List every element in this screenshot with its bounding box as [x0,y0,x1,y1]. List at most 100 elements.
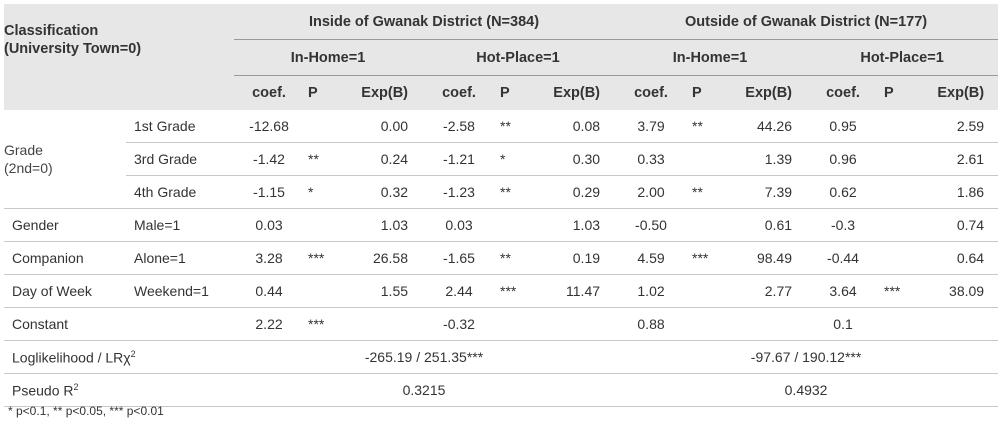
cell-p [496,307,539,341]
header-row-columns: coef. P Exp(B) coef. P Exp(B) coef. P Ex… [4,75,999,110]
cell-coef: 2.44 [422,274,497,308]
cell-p: ** [688,175,731,209]
cell-p [688,142,731,176]
cell-exp: 1.55 [346,274,423,308]
constant-label: Constant [4,307,235,341]
row-group-label: Gender [4,208,126,242]
cell-exp: 0.24 [346,142,423,176]
classification-header: Classification (University Town=0) [4,4,235,76]
cell-p: ** [496,241,539,275]
cell-p [688,307,731,341]
table-row: 3rd Grade -1.42 ** 0.24 -1.21 * 0.30 0.3… [4,142,999,176]
cell-coef: 0.03 [422,208,497,242]
cell-p: *** [496,274,539,308]
cell-coef: -1.65 [422,241,497,275]
header-blank [4,75,235,110]
significance-footnote: * p<0.1, ** p<0.05, *** p<0.01 [8,404,164,418]
col-p-header: P [688,75,731,110]
cell-exp: 1.03 [346,208,423,242]
cell-p: * [304,175,347,209]
cell-exp: 38.09 [922,274,999,308]
cell-exp: 1.39 [730,142,807,176]
classification-subtitle: (University Town=0) [4,40,142,57]
cell-p: ** [496,175,539,209]
row-sublabel: Male=1 [126,208,235,242]
cell-exp: 44.26 [730,110,807,143]
group-inside-header: Inside of Gwanak District (N=384) [234,4,615,40]
col-coef-header: coef. [234,75,305,110]
cell-p: * [496,142,539,176]
grade-group-label: Grade (2nd=0) [4,110,126,209]
cell-coef: 0.88 [614,307,689,341]
cell-coef: 3.64 [806,274,881,308]
cell-coef: 3.28 [234,241,305,275]
cell-p: ** [304,142,347,176]
cell-exp: 2.61 [922,142,999,176]
cell-p: ** [496,110,539,143]
col-exp-header: Exp(B) [730,75,807,110]
cell-p: *** [880,274,923,308]
col-coef-header: coef. [422,75,497,110]
cell-p: ** [688,110,731,143]
cell-coef: 0.03 [234,208,305,242]
cell-exp: 26.58 [346,241,423,275]
cell-coef: 4.59 [614,241,689,275]
pseudo-r2-outside: 0.4932 [614,373,999,407]
col-p-header: P [880,75,923,110]
cell-p [304,274,347,308]
constant-row: Constant 2.22 *** -0.32 0.88 0.1 [4,307,999,341]
cell-coef: -1.21 [422,142,497,176]
header-row-groups: Classification (University Town=0) Insid… [4,4,999,76]
cell-p: *** [304,307,347,341]
loglikelihood-label: Loglikelihood / LRχ2 [4,340,235,374]
row-sublabel: 1st Grade [126,110,235,143]
grade-sublabel: (2nd=0) [4,160,53,176]
cell-exp: 7.39 [730,175,807,209]
cell-exp: 1.86 [922,175,999,209]
pseudo-r2-label-text: Pseudo R [12,382,74,399]
cell-coef: -2.58 [422,110,497,143]
col-exp-header: Exp(B) [538,75,615,110]
row-sublabel: Alone=1 [126,241,235,275]
cell-coef: 0.62 [806,175,881,209]
col-p-header: P [496,75,539,110]
cell-coef: -0.50 [614,208,689,242]
inside-hot-place-header: Hot-Place=1 [422,39,615,76]
row-group-label: Companion [4,241,126,275]
inside-in-home-header: In-Home=1 [234,39,423,76]
cell-exp: 2.77 [730,274,807,308]
cell-coef: 0.96 [806,142,881,176]
cell-p: *** [304,241,347,275]
col-exp-header: Exp(B) [346,75,423,110]
cell-exp: 0.74 [922,208,999,242]
cell-exp: 11.47 [538,274,615,308]
cell-exp [346,307,423,341]
row-sublabel: Weekend=1 [126,274,235,308]
header-row-models: In-Home=1 Hot-Place=1 In-Home=1 Hot-Plac… [4,39,999,76]
cell-exp [730,307,807,341]
col-coef-header: coef. [614,75,689,110]
cell-exp: 98.49 [730,241,807,275]
cell-exp: 0.08 [538,110,615,143]
classification-title: Classification [4,22,99,39]
cell-p [688,274,731,308]
cell-coef: -0.3 [806,208,881,242]
cell-exp: 0.29 [538,175,615,209]
pseudo-r2-row: Pseudo R2 0.3215 0.4932 [4,373,999,407]
cell-coef: -0.32 [422,307,497,341]
cell-coef: -0.44 [806,241,881,275]
cell-p [304,208,347,242]
cell-coef: 2.00 [614,175,689,209]
cell-exp: 0.00 [346,110,423,143]
outside-hot-place-header: Hot-Place=1 [806,39,999,76]
cell-coef: 1.02 [614,274,689,308]
cell-coef: 0.95 [806,110,881,143]
col-exp-header: Exp(B) [922,75,999,110]
cell-coef: 2.22 [234,307,305,341]
loglikelihood-label-text: Loglikelihood / LRχ [12,349,131,366]
table-row: Grade (2nd=0) 1st Grade -12.68 0.00 -2.5… [4,110,999,209]
regression-table: Classification (University Town=0) Insid… [4,4,999,407]
outside-in-home-header: In-Home=1 [614,39,807,76]
row-group-label: Day of Week [4,274,126,308]
group-outside-header: Outside of Gwanak District (N=177) [614,4,999,40]
